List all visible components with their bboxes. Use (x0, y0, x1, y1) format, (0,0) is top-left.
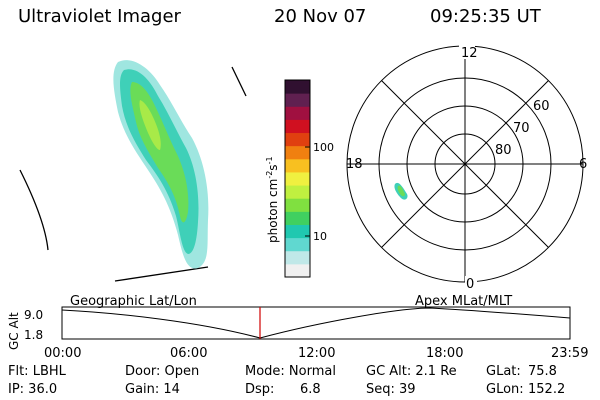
mlt-label-6: 6 (579, 157, 587, 172)
door-info: Door: Open (125, 364, 200, 379)
glat-label: GLat: (486, 364, 521, 379)
x-tick-2359: 23:59 (551, 346, 589, 361)
colorbar-unit-label: photon cm-2s-1 (265, 156, 280, 243)
colorbar-cell (285, 250, 310, 265)
altitude-curve (61, 307, 571, 339)
mode-info: Mode: Normal (245, 364, 336, 379)
colorbar-cell (285, 119, 310, 134)
gc-alt-info: GC Alt: 2.1 Re (366, 364, 457, 379)
timeline-y-axis-label: GC Alt (7, 312, 21, 350)
colorbar-cell (285, 263, 310, 278)
colorbar-tick-label-10: 10 (313, 230, 327, 243)
mlt-12-bg (459, 45, 475, 59)
x-tick-1200: 12:00 (298, 346, 336, 361)
colorbar-frame (284, 79, 311, 278)
colorbar-tick-label-100: 100 (313, 141, 334, 154)
dsp-value: 6.8 (300, 382, 321, 397)
x-tick-0000: 00:00 (44, 346, 82, 361)
dsp-label: Dsp: (245, 382, 275, 397)
mlat-label-70: 70 (513, 121, 530, 136)
date-label: 20 Nov 07 (274, 6, 367, 27)
colorbar-cell (285, 145, 310, 160)
orbit-altitude-timeline: GC Alt 9.0 1.8 (7, 306, 571, 350)
colorbar-cell (285, 80, 310, 94)
polar-aurora-core (397, 185, 405, 197)
colorbar-cell (285, 93, 310, 107)
instrument-title: Ultraviolet Imager (18, 6, 181, 27)
mlat-label-80: 80 (495, 143, 512, 158)
glon-label: GLon: (486, 382, 524, 397)
mlat-label-60: 60 (533, 99, 550, 114)
x-tick-0600: 06:00 (170, 346, 208, 361)
limb-arc-left (19, 169, 49, 251)
gain-info: Gain: 14 (125, 382, 180, 397)
aurora-peak (139, 100, 161, 150)
timeline-y-tick-1-8: 1.8 (24, 328, 43, 342)
colorbar-cell (285, 211, 310, 225)
mlt-label-18: 18 (346, 157, 363, 172)
timeline-right-title: Apex MLat/MLT (415, 294, 513, 309)
color-scale-bar: 100 10 photon cm-2s-1 (265, 79, 334, 278)
glat-value: 75.8 (528, 364, 557, 379)
colorbar-cell (285, 198, 310, 212)
mlt-0-bg (465, 276, 477, 290)
limb-arc-top (231, 66, 247, 97)
mlt-label-0: 0 (466, 277, 474, 292)
seq-info: Seq: 39 (366, 382, 416, 397)
limb-arc-bottom (114, 266, 209, 282)
glon-value: 152.2 (528, 382, 566, 397)
colorbar-cell (285, 171, 310, 186)
mlt-label-12: 12 (461, 46, 478, 61)
colorbar-cell (285, 185, 310, 199)
timeline-frame (61, 306, 571, 340)
colorbar-cell (285, 158, 310, 173)
colorbar-cell (285, 237, 310, 252)
ip-info: IP: 36.0 (8, 382, 58, 397)
filter-info: Flt: LBHL (8, 364, 66, 379)
colorbar-cell (285, 224, 310, 239)
colorbar-cell (285, 106, 310, 120)
polar-mlt-plot: 12 18 6 0 60 70 80 (346, 45, 587, 292)
x-tick-1800: 18:00 (426, 346, 464, 361)
geographic-image (19, 60, 247, 282)
colorbar-cell (285, 132, 310, 147)
timeline-left-title: Geographic Lat/Lon (70, 294, 197, 309)
time-label: 09:25:35 UT (430, 6, 541, 27)
polar-diagonal-2 (381, 80, 549, 248)
timeline-y-tick-9: 9.0 (24, 308, 43, 322)
